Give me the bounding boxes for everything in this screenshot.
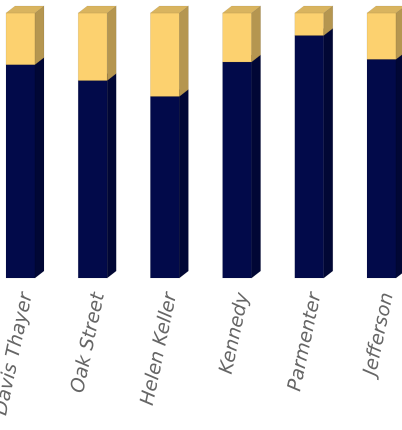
bar-side-face: [34, 5, 45, 66]
bars-layer: [5, 5, 402, 279]
bar-segment-oak-street-2: [77, 5, 117, 82]
bar-front-face: [5, 12, 36, 65]
bar-front-face: [366, 12, 397, 60]
bar-side-face: [179, 88, 189, 279]
bar-side-face: [323, 27, 334, 279]
bar-front-face: [5, 64, 36, 279]
bar-segment-parmenter-1: [294, 27, 334, 279]
bar-side-face: [106, 72, 117, 279]
bar-segment-jefferson-2: [366, 5, 402, 60]
bar-side-face: [179, 5, 189, 98]
bar-segment-davis-thayer-2: [5, 5, 45, 66]
bar-front-face: [294, 12, 325, 36]
bar-side-face: [395, 54, 402, 279]
bar-side-face: [106, 5, 117, 82]
bar-side-face: [251, 54, 261, 279]
bar-side-face: [251, 5, 261, 63]
bar-side-face: [395, 7, 402, 60]
bar-segment-kennedy-1: [221, 54, 262, 279]
x-tick-label-kennedy: Kennedy: [215, 290, 254, 376]
bar-front-face: [294, 35, 325, 279]
bar-top-face: [366, 5, 402, 14]
x-tick-label-jefferson: Jefferson: [358, 291, 398, 382]
bar-front-face: [222, 12, 252, 63]
x-tick-label-helen-keller: Helen Keller: [136, 289, 182, 407]
x-tick-label-parmenter: Parmenter: [283, 289, 326, 393]
bar-front-face: [77, 80, 108, 279]
bar-segment-oak-street-1: [77, 72, 117, 279]
bar-front-face: [77, 12, 108, 81]
tick-labels-layer: Davis Thayer Oak Street Helen Keller Kenned…: [0, 289, 398, 417]
bar-side-face: [34, 57, 45, 279]
bar-front-face: [366, 59, 397, 279]
bar-segment-davis-thayer-1: [5, 57, 45, 279]
bar-top-face: [77, 5, 117, 14]
bar-segment-helen-keller-1: [149, 88, 190, 279]
bar-segment-helen-keller-2: [149, 5, 190, 98]
bar-top-face: [149, 5, 190, 14]
bar-segment-jefferson-1: [366, 52, 402, 279]
bar-segment-kennedy-2: [221, 5, 262, 63]
bar-front-face: [150, 96, 180, 279]
x-tick-label-oak-street: Oak Street: [66, 289, 109, 395]
x-tick-label-davis-thayer: Davis Thayer: [0, 289, 37, 417]
bar-segment-parmenter-2: [294, 5, 334, 37]
bar-front-face: [150, 12, 180, 97]
bar-top-face: [5, 5, 45, 14]
bar-top-face: [221, 5, 262, 14]
bar-top-face: [294, 5, 334, 14]
bar-front-face: [222, 61, 252, 279]
